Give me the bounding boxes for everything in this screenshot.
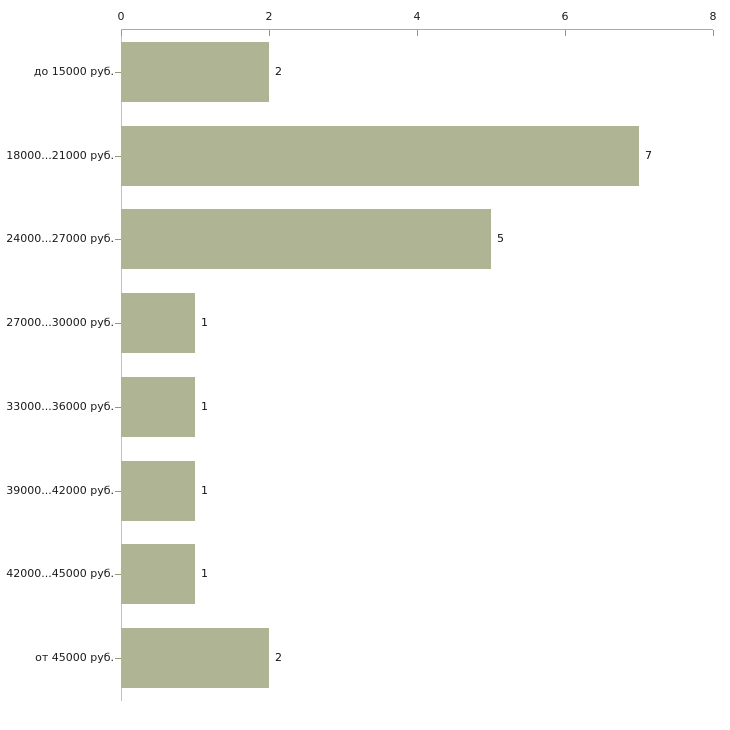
category-label: 18000...21000 руб. [6, 148, 114, 162]
y-axis-tick [115, 155, 121, 157]
bar-value-label: 1 [201, 483, 208, 497]
category-label: 39000...42000 руб. [6, 483, 114, 497]
bar[interactable] [121, 293, 195, 354]
bar-value-label: 7 [645, 148, 652, 162]
x-axis-tick-label: 2 [265, 10, 273, 23]
category-label: от 45000 руб. [35, 651, 114, 665]
y-axis-tick [115, 658, 121, 660]
bar[interactable] [121, 125, 639, 186]
x-axis-tick-label: 4 [413, 10, 421, 23]
x-axis-tick [121, 30, 122, 36]
x-axis-line [121, 29, 713, 30]
x-axis-tick [565, 30, 566, 36]
y-axis-tick [115, 574, 121, 576]
y-axis-tick [115, 490, 121, 492]
bars-layer: 2 7 5 1 1 1 1 2 [121, 30, 713, 700]
y-axis-line [121, 29, 122, 701]
x-axis-tick [269, 30, 270, 36]
x-axis-tick [417, 30, 418, 36]
x-axis-tick [713, 30, 714, 36]
bar-value-label: 2 [275, 64, 282, 78]
bar[interactable] [121, 460, 195, 521]
x-axis-tick-label: 8 [709, 10, 717, 23]
category-label: 33000...36000 руб. [6, 399, 114, 413]
bar-value-label: 5 [497, 232, 504, 246]
bar[interactable] [121, 376, 195, 437]
x-axis-tick-label: 0 [117, 10, 125, 23]
y-axis-tick [115, 323, 121, 325]
category-label: до 15000 руб. [33, 64, 114, 78]
bar[interactable] [121, 41, 269, 102]
bar-value-label: 1 [201, 399, 208, 413]
y-axis-tick [115, 239, 121, 241]
bar-value-label: 1 [201, 567, 208, 581]
bar[interactable] [121, 628, 269, 689]
x-axis-tick-label: 6 [561, 10, 569, 23]
bar-value-label: 2 [275, 651, 282, 665]
bar-value-label: 1 [201, 316, 208, 330]
category-label: 27000...30000 руб. [6, 316, 114, 330]
bar[interactable] [121, 209, 491, 270]
bar[interactable] [121, 544, 195, 605]
category-label: 24000...27000 руб. [6, 232, 114, 246]
y-axis-tick [115, 71, 121, 73]
y-axis-tick [115, 406, 121, 408]
category-label: 42000...45000 руб. [6, 567, 114, 581]
